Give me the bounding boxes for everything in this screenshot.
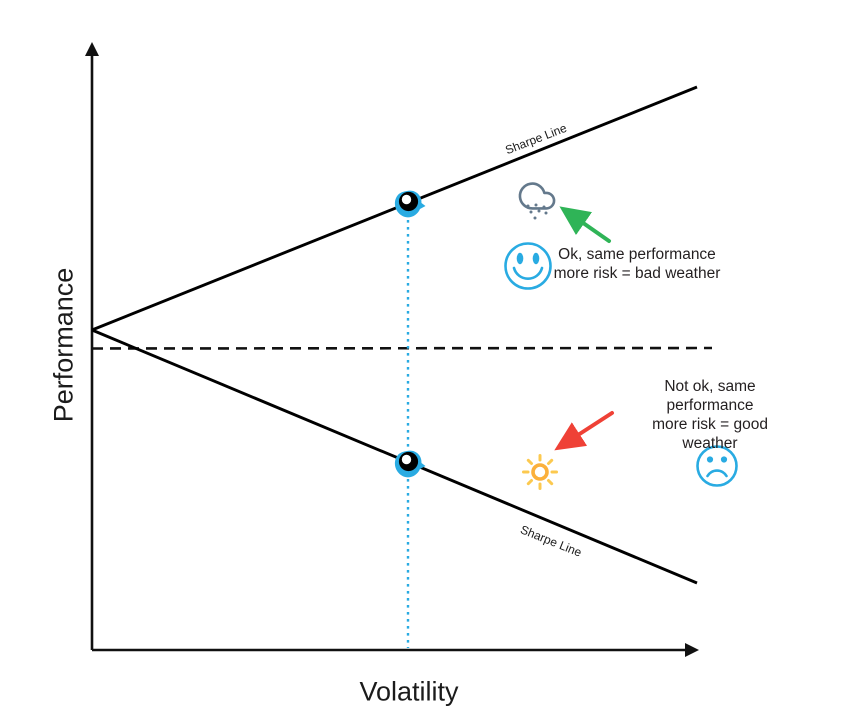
annotation-not-ok-line2: more risk = good weather: [652, 416, 768, 452]
y-axis-arrowhead-icon: [85, 42, 99, 56]
x-axis-arrowhead-icon: [685, 643, 699, 657]
smiley-face-icon: [504, 242, 552, 290]
lower-portfolio-marker: [394, 450, 426, 478]
sad-face-icon: [696, 445, 738, 487]
green-arrow: [559, 206, 611, 243]
annotation-ok-line2: more risk = bad weather: [553, 265, 721, 282]
upper-sharpe-line: [91, 85, 698, 332]
reference-dashed-line: [91, 346, 713, 350]
red-arrow: [554, 411, 614, 451]
upper-portfolio-marker: [394, 190, 426, 218]
y-axis: [85, 42, 99, 650]
x-axis-label: Volatility: [359, 676, 459, 707]
x-axis: [92, 643, 699, 657]
sun-icon: [522, 454, 558, 490]
lower-sharpe-line: [91, 328, 698, 585]
annotation-ok: Ok, same performance more risk = bad wea…: [554, 245, 721, 283]
annotation-ok-line1: Ok, same performance: [558, 246, 716, 263]
y-axis-label: Performance: [48, 267, 79, 423]
annotation-not-ok-line1: Not ok, same performance: [664, 378, 756, 414]
rain-cloud-icon: [518, 182, 556, 220]
annotation-not-ok: Not ok, same performance more risk = goo…: [644, 377, 777, 453]
